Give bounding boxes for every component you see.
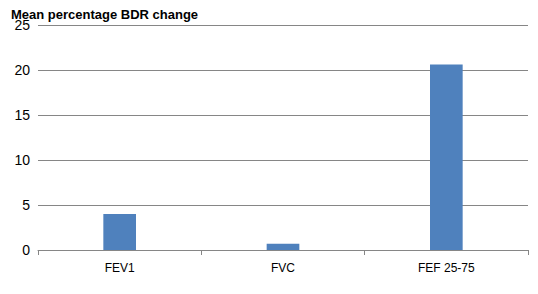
svg-text:0: 0: [22, 242, 30, 258]
svg-text:20: 20: [14, 62, 30, 78]
svg-text:5: 5: [22, 197, 30, 213]
svg-text:10: 10: [14, 152, 30, 168]
svg-text:FVC: FVC: [271, 261, 295, 275]
svg-text:FEV1: FEV1: [105, 261, 135, 275]
svg-text:Mean percentage BDR change: Mean percentage BDR change: [11, 7, 198, 22]
svg-text:25: 25: [14, 17, 30, 33]
svg-text:15: 15: [14, 107, 30, 123]
svg-text:FEF 25-75: FEF 25-75: [418, 261, 475, 275]
